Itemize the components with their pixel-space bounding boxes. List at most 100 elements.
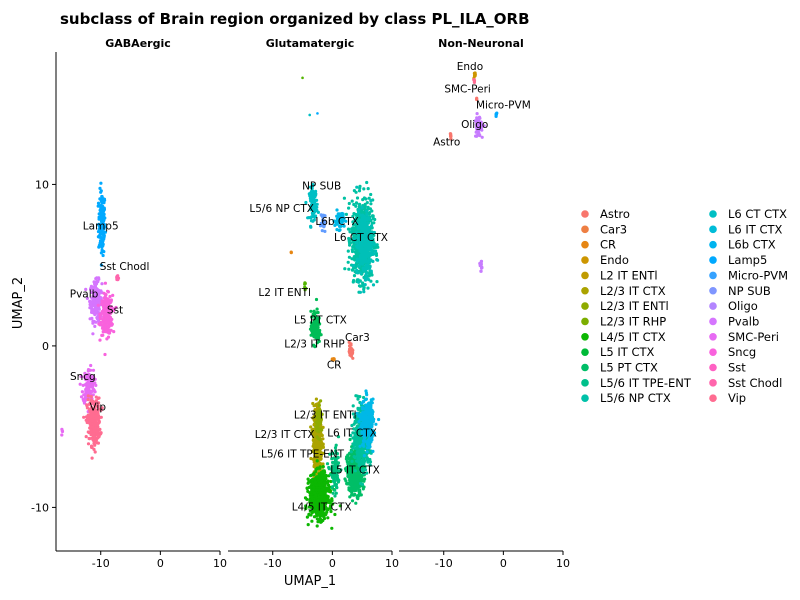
point xyxy=(313,205,317,209)
point xyxy=(109,305,114,309)
point xyxy=(344,212,348,216)
point xyxy=(93,443,97,447)
point xyxy=(84,287,88,291)
cluster-label: L6 IT CTX xyxy=(327,427,377,439)
point xyxy=(360,205,364,210)
point xyxy=(106,315,111,319)
point xyxy=(334,443,338,447)
point xyxy=(96,441,100,445)
point xyxy=(310,215,314,219)
cluster-label: L4/5 IT CTX xyxy=(292,502,352,514)
point xyxy=(353,439,357,443)
point xyxy=(366,187,370,191)
point xyxy=(97,433,101,437)
point xyxy=(93,421,97,425)
point xyxy=(340,219,344,223)
cluster-points xyxy=(96,281,118,357)
point xyxy=(94,310,98,314)
point xyxy=(356,397,360,401)
point xyxy=(96,201,101,205)
point xyxy=(98,313,103,317)
point xyxy=(86,442,91,446)
point xyxy=(367,440,371,444)
point xyxy=(348,495,352,499)
point xyxy=(353,483,357,487)
cluster-points xyxy=(82,394,104,460)
point xyxy=(98,317,103,321)
cluster-label: L5 PT CTX xyxy=(294,314,347,326)
cluster-label: L2/3 IT ENTl xyxy=(294,410,357,422)
point xyxy=(369,199,373,203)
point xyxy=(349,348,353,352)
point xyxy=(85,406,89,410)
point xyxy=(109,311,113,315)
point xyxy=(352,274,357,278)
point xyxy=(347,267,351,271)
point xyxy=(87,372,91,377)
point xyxy=(101,236,105,240)
point xyxy=(92,429,96,433)
point xyxy=(323,229,327,233)
point xyxy=(306,489,310,493)
point xyxy=(314,425,318,429)
point xyxy=(109,300,113,304)
point xyxy=(330,526,334,530)
point xyxy=(317,430,321,434)
point xyxy=(106,335,111,339)
point xyxy=(341,213,345,217)
point xyxy=(309,309,313,313)
point xyxy=(319,333,323,337)
point xyxy=(358,202,362,206)
point xyxy=(312,208,316,213)
point xyxy=(322,220,326,224)
point xyxy=(363,439,367,443)
point xyxy=(376,258,380,262)
point xyxy=(314,493,318,497)
cluster-label: Vip xyxy=(89,402,106,414)
point xyxy=(107,331,111,335)
point xyxy=(351,245,355,249)
point xyxy=(374,249,378,253)
point xyxy=(357,284,362,288)
point xyxy=(362,187,366,191)
point xyxy=(96,303,100,307)
cluster-label: L6 CT CTX xyxy=(334,232,388,244)
cluster-points xyxy=(96,181,107,267)
point xyxy=(356,406,360,410)
point xyxy=(97,416,101,420)
point xyxy=(357,440,361,444)
point xyxy=(359,223,363,227)
x-tick-label: -10 xyxy=(92,557,110,570)
point xyxy=(333,478,337,483)
point xyxy=(315,202,319,206)
point xyxy=(343,267,347,271)
point xyxy=(83,377,88,381)
point xyxy=(314,297,319,302)
point xyxy=(87,384,91,388)
point xyxy=(344,479,348,483)
cluster-label: Sst Chodl xyxy=(100,261,150,273)
point xyxy=(337,228,341,233)
point xyxy=(345,482,349,486)
cluster-label: Pvalb xyxy=(70,288,99,300)
cluster-label: L2/3 IT RHP xyxy=(284,339,344,351)
point xyxy=(351,351,355,355)
point xyxy=(371,214,375,218)
point xyxy=(348,351,352,355)
point xyxy=(351,442,355,446)
point xyxy=(78,382,82,386)
point xyxy=(99,181,103,185)
point xyxy=(363,277,367,281)
point xyxy=(363,249,367,253)
point xyxy=(366,286,370,290)
point xyxy=(326,487,330,491)
point xyxy=(361,449,365,453)
point xyxy=(304,200,308,205)
point xyxy=(357,280,361,284)
point xyxy=(322,516,327,521)
point xyxy=(90,385,95,389)
point xyxy=(94,395,98,399)
point xyxy=(301,76,304,80)
point xyxy=(359,452,364,456)
point xyxy=(85,403,89,407)
